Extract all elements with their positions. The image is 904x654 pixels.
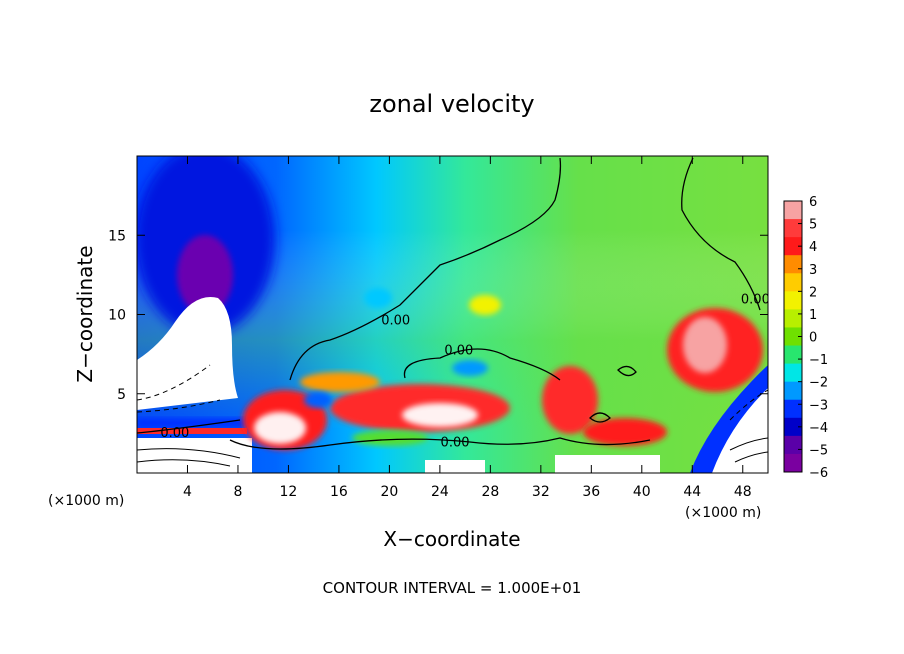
contour-surface-right-b — [734, 451, 768, 463]
contour-zero-left — [137, 419, 241, 434]
colorbar-tick-label: −1 — [809, 353, 828, 368]
contour-zero-lower — [229, 437, 651, 450]
contour-interval-footer: CONTOUR INTERVAL = 1.000E+01 — [323, 579, 582, 597]
contour-negative-left-a — [137, 364, 211, 401]
contour-small-loop — [617, 365, 637, 377]
colorbar-tick-label: −5 — [809, 443, 828, 458]
x-unit-left: (×1000 m) — [48, 493, 124, 509]
colorbar-tick-label: −2 — [809, 376, 828, 391]
colorbar-swatch — [784, 255, 802, 274]
colorbar-swatch — [784, 309, 802, 328]
y-tick-label: 5 — [117, 387, 126, 403]
contour-zero-mid — [403, 348, 561, 381]
colorbar-swatch — [784, 453, 802, 473]
field-white-blob-b — [402, 403, 478, 427]
colorbar-tick-label: 6 — [809, 195, 817, 210]
contour-surface-right-a — [729, 437, 768, 451]
field-green-pocket — [352, 430, 428, 446]
x-tick-label: 16 — [330, 484, 348, 500]
colorbar-tick-label: 1 — [809, 308, 817, 323]
field-red-blob-d — [583, 418, 667, 446]
field-purple-core — [177, 235, 233, 315]
contour-negative-left-b — [137, 399, 221, 413]
x-axis-label: X−coordinate — [383, 527, 520, 551]
colorbar: 6 5 4 3 2 1 0 −1 −2 −3 −4 −5 −6 — [783, 195, 828, 481]
x-tick-label: 8 — [233, 484, 242, 500]
contour-lines — [137, 157, 761, 450]
field-white-blob-a — [254, 412, 306, 444]
colorbar-tick-label: −3 — [809, 398, 828, 413]
colorbar-tick-label: 5 — [809, 218, 817, 233]
field-white-right-lower — [712, 388, 768, 473]
contour-surface-left-a — [137, 448, 241, 459]
field-red-blob-c — [542, 366, 598, 434]
y-tick-label: 15 — [108, 228, 126, 244]
colorbar-swatch — [784, 219, 802, 238]
x-axis: 4 8 12 16 20 24 28 32 36 40 44 48 — [183, 156, 752, 500]
field-white-surface-mid — [425, 460, 485, 473]
field-white-saturated-left — [137, 297, 238, 410]
colorbar-tick-label: 4 — [809, 240, 817, 255]
colorbar-swatch — [784, 273, 802, 292]
field-blue-band — [137, 418, 247, 428]
y-tick-label: 10 — [108, 308, 126, 324]
x-unit-right: (×1000 m) — [685, 505, 761, 521]
x-tick-label: 48 — [734, 484, 752, 500]
x-tick-label: 44 — [683, 484, 701, 500]
contour-label: 0.00 — [441, 435, 470, 450]
colorbar-swatch — [784, 435, 802, 455]
field-blue-blob-c — [304, 392, 332, 408]
colorbar-swatch — [784, 291, 802, 310]
colorbar-tick-label: −4 — [809, 421, 828, 436]
contour-label-layer: 0.00 0.00 0.00 0.00 0.00 — [160, 293, 770, 451]
colorbar-tick-label: −6 — [809, 466, 828, 481]
contour-surface-left-b — [137, 459, 231, 467]
contour-label: 0.00 — [741, 293, 770, 308]
colorbar-swatch — [784, 327, 802, 347]
colorbar-swatch — [784, 399, 802, 419]
colorbar-tick-label: 0 — [809, 331, 817, 346]
x-tick-label: 36 — [582, 484, 600, 500]
field-blue-blob-b — [452, 360, 488, 376]
colorbar-swatch — [784, 381, 802, 401]
field-orange-blob — [300, 372, 380, 392]
x-tick-label: 32 — [532, 484, 550, 500]
field-red-band — [137, 428, 247, 434]
colorbar-swatch — [784, 417, 802, 437]
field-white-surface-left — [137, 438, 252, 473]
field-cyan-blob-a — [364, 288, 392, 308]
colorbar-tick-label: 2 — [809, 285, 817, 300]
colorbar-swatch — [784, 201, 802, 220]
contour-negative-lines — [137, 364, 768, 421]
x-tick-label: 28 — [481, 484, 499, 500]
chart-title: zonal velocity — [369, 90, 534, 118]
contour-label: 0.00 — [381, 313, 410, 328]
x-tick-label: 24 — [431, 484, 449, 500]
y-axis-label: Z−coordinate — [73, 245, 97, 382]
colorbar-swatch — [784, 363, 802, 383]
x-tick-label: 20 — [380, 484, 398, 500]
y-axis: 5 10 15 — [108, 228, 768, 403]
plot-area: 0.00 0.00 0.00 0.00 0.00 — [137, 156, 770, 473]
contour-label: 0.00 — [444, 343, 473, 358]
colorbar-swatch — [784, 237, 802, 256]
contour-small-loop2 — [589, 412, 611, 423]
contour-zero-right — [681, 157, 761, 311]
field-yellow-blob — [469, 295, 501, 315]
x-tick-label: 4 — [183, 484, 192, 500]
contour-label: 0.00 — [160, 426, 189, 441]
colorbar-tick-label: 3 — [809, 263, 817, 278]
x-tick-label: 12 — [280, 484, 298, 500]
contour-zero-upper — [289, 157, 562, 381]
colorbar-swatch — [784, 345, 802, 365]
contour-negative-right — [729, 389, 768, 421]
x-tick-label: 40 — [633, 484, 651, 500]
field-white-surface-mid2 — [555, 455, 660, 473]
contour-surface-lines — [137, 437, 768, 467]
field-pink-blob-e — [683, 317, 727, 373]
